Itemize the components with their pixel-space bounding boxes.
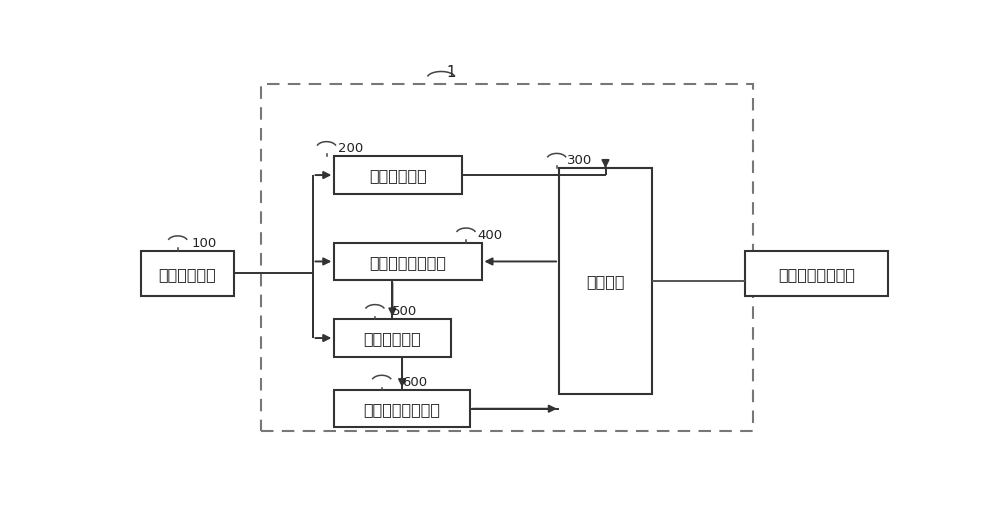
Bar	[334, 243, 482, 280]
Text: 电平抬升电路模块: 电平抬升电路模块	[364, 402, 441, 416]
Bar	[261, 84, 753, 432]
Text: 200: 200	[338, 142, 363, 155]
Text: 监控电路模块: 监控电路模块	[369, 168, 427, 183]
Text: 500: 500	[392, 305, 418, 318]
Bar	[140, 251, 234, 296]
Text: 控制模块: 控制模块	[586, 274, 625, 289]
Bar	[559, 169, 652, 394]
Text: 400: 400	[478, 229, 503, 241]
Bar	[745, 251, 888, 296]
Text: 100: 100	[192, 236, 217, 249]
Text: 前路电路模块: 前路电路模块	[158, 266, 216, 281]
Text: 1: 1	[447, 65, 456, 79]
Text: 采样保持电路模块: 采样保持电路模块	[369, 254, 446, 269]
Bar	[334, 390, 470, 428]
Text: 600: 600	[402, 375, 427, 388]
Text: 减法电路模块: 减法电路模块	[364, 331, 421, 346]
Bar	[334, 157, 462, 194]
Text: 压电系数测量设备: 压电系数测量设备	[778, 266, 855, 281]
Bar	[334, 320, 450, 357]
Text: 300: 300	[567, 154, 592, 167]
